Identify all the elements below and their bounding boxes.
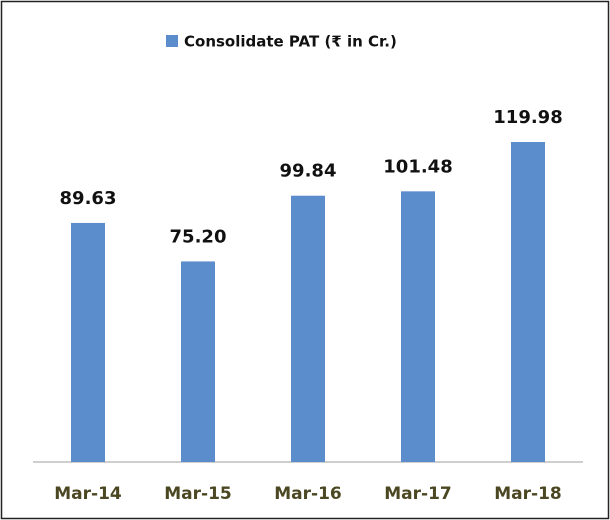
x-tick-label: Mar-17 xyxy=(384,484,452,504)
bar xyxy=(71,222,105,462)
x-tick-label: Mar-16 xyxy=(274,484,342,504)
data-label: 99.84 xyxy=(280,161,337,182)
legend-swatch xyxy=(166,35,178,47)
data-label: 75.20 xyxy=(170,226,227,247)
x-tick-label: Mar-18 xyxy=(494,484,562,504)
data-label: 89.63 xyxy=(60,188,117,209)
bar xyxy=(401,191,435,462)
bar xyxy=(511,142,545,462)
bar xyxy=(181,261,215,462)
data-label: 101.48 xyxy=(383,156,452,177)
data-label: 119.98 xyxy=(493,107,562,128)
bar xyxy=(291,195,325,462)
x-tick-label: Mar-14 xyxy=(54,484,122,504)
legend-label: Consolidate PAT (₹ in Cr.) xyxy=(184,33,397,51)
x-tick-label: Mar-15 xyxy=(164,484,232,504)
